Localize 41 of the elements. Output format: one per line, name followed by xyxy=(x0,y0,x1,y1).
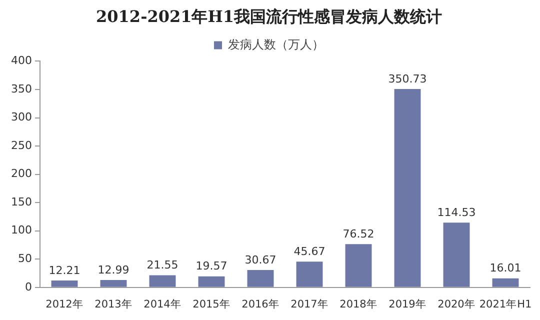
bar xyxy=(149,275,176,287)
x-tick-label: 2021年H1 xyxy=(479,298,532,310)
data-label: 21.55 xyxy=(146,258,178,272)
y-tick-label: 200 xyxy=(10,167,32,180)
bar xyxy=(247,270,274,287)
x-tick-label: 2016年 xyxy=(242,298,280,310)
data-label: 45.67 xyxy=(294,244,326,258)
x-tick-label: 2015年 xyxy=(192,298,230,310)
bar xyxy=(100,280,127,287)
x-tick-label: 2012年 xyxy=(46,298,84,310)
bar xyxy=(492,278,519,287)
bar xyxy=(394,89,421,287)
y-tick-label: 350 xyxy=(10,82,32,96)
y-tick-label: 300 xyxy=(10,110,32,124)
data-label: 12.99 xyxy=(98,263,130,276)
data-label: 350.73 xyxy=(388,72,427,86)
x-tick-label: 2013年 xyxy=(94,298,132,310)
x-tick-label: 2018年 xyxy=(340,298,378,310)
data-label: 76.52 xyxy=(342,227,374,240)
data-label: 19.57 xyxy=(196,260,228,273)
data-label: 12.21 xyxy=(48,264,80,277)
bar xyxy=(51,280,78,287)
x-tick-label: 2020年 xyxy=(438,298,476,310)
data-label: 16.01 xyxy=(490,262,522,275)
x-tick-label: 2014年 xyxy=(144,298,182,310)
y-tick-label: 0 xyxy=(24,280,32,294)
y-tick-label: 250 xyxy=(10,138,32,152)
bar xyxy=(198,276,225,287)
x-tick-label: 2019年 xyxy=(388,298,426,310)
data-label: 114.53 xyxy=(437,206,476,219)
bar xyxy=(345,244,372,287)
legend-label: 发病人数（万人） xyxy=(228,37,324,52)
bar xyxy=(443,222,470,287)
bar xyxy=(296,262,323,287)
chart-title: 2012-2021年H1我国流行性感冒发病人数统计 xyxy=(96,6,442,26)
y-tick-label: 150 xyxy=(10,195,32,208)
data-label: 30.67 xyxy=(244,253,276,266)
y-tick-label: 400 xyxy=(10,54,32,68)
x-tick-label: 2017年 xyxy=(290,298,328,310)
y-tick-label: 50 xyxy=(18,252,32,265)
y-tick-label: 100 xyxy=(10,224,32,237)
